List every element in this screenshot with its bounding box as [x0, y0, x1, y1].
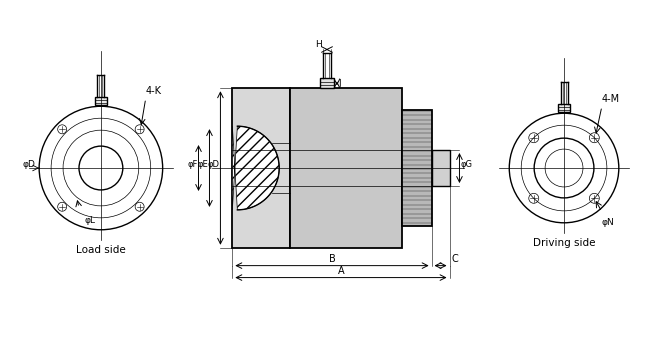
Bar — [290, 88, 402, 248]
Text: 4-K: 4-K — [146, 86, 161, 96]
Text: φF: φF — [187, 160, 197, 169]
Bar — [432, 150, 449, 186]
Text: J: J — [339, 79, 342, 88]
Text: φE: φE — [198, 160, 208, 169]
Polygon shape — [232, 126, 279, 210]
Bar — [232, 88, 290, 248]
Text: Driving side: Driving side — [533, 238, 595, 248]
Bar — [95, 97, 107, 105]
Text: H: H — [315, 39, 322, 48]
Text: C: C — [452, 254, 458, 264]
Text: A: A — [338, 266, 344, 275]
Text: φG: φG — [460, 160, 473, 169]
Bar — [320, 79, 334, 88]
Text: φL: φL — [85, 216, 96, 225]
Text: φD: φD — [208, 160, 219, 169]
Text: φD: φD — [22, 160, 35, 169]
Text: B: B — [329, 254, 335, 264]
Bar — [558, 104, 570, 112]
Text: 4-M: 4-M — [602, 94, 620, 104]
Bar — [402, 110, 432, 226]
Text: Load side: Load side — [76, 245, 126, 255]
Text: φN: φN — [602, 218, 615, 227]
